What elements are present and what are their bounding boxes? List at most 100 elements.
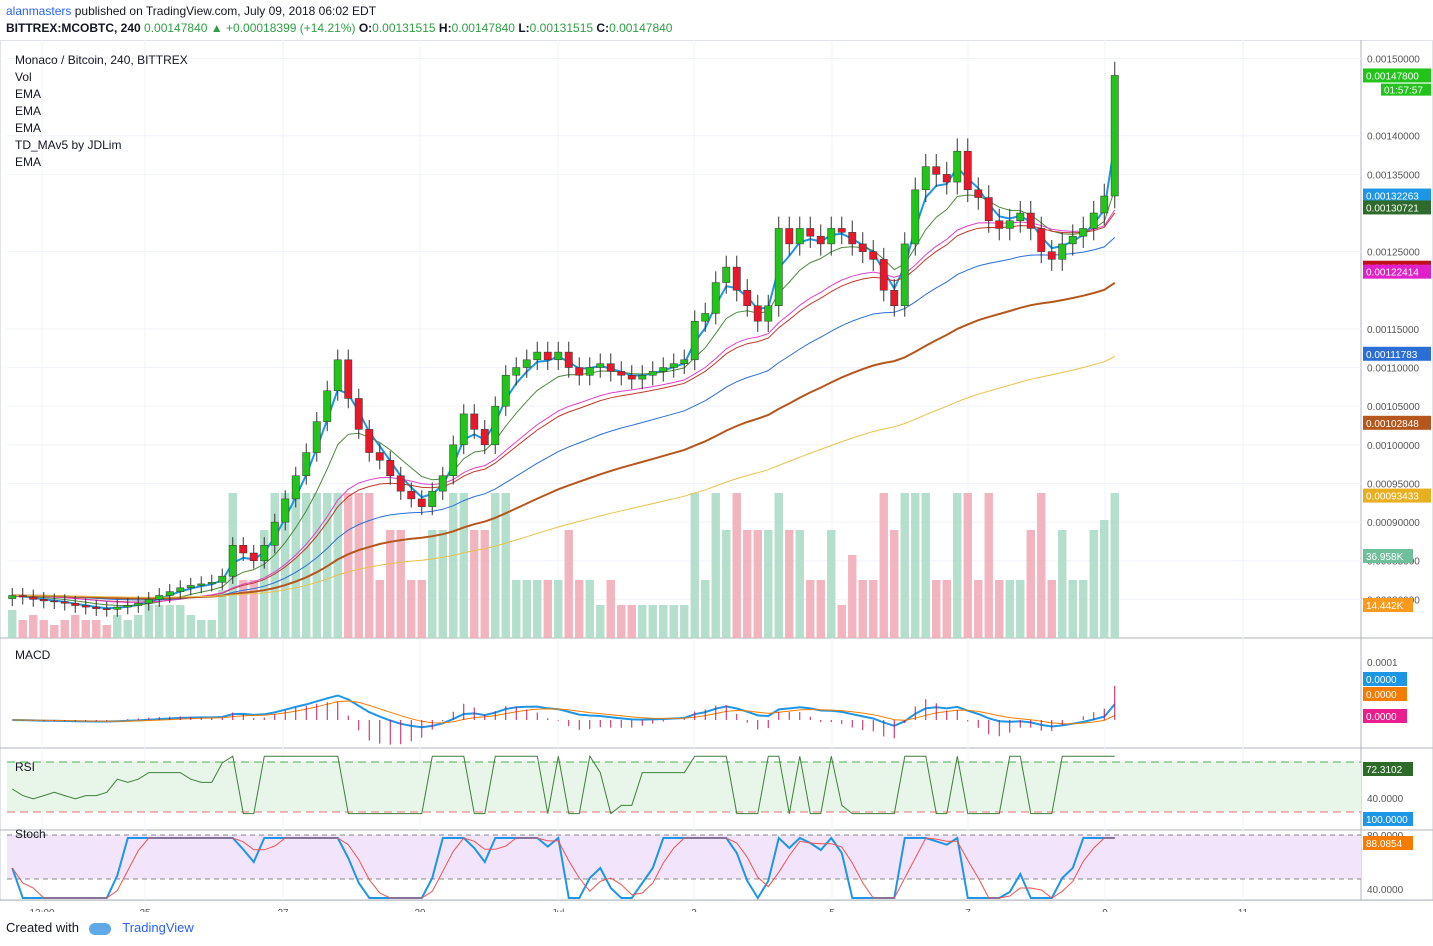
volume-bar — [354, 493, 363, 638]
candle — [680, 359, 689, 364]
rsi-tag — [1363, 762, 1413, 776]
macd-tag-label: 0.0000 — [1366, 675, 1397, 686]
candle — [827, 228, 836, 245]
volume-bar — [974, 580, 983, 638]
volume-bar — [774, 493, 783, 638]
price-tag — [1363, 415, 1431, 430]
volume-bar — [911, 493, 920, 638]
low-value: 0.00131515 — [529, 21, 594, 35]
rsi-y-tick: 40.0000 — [1367, 794, 1404, 805]
x-tick-label: 9 — [1102, 908, 1108, 912]
volume-bar — [270, 493, 279, 638]
candle — [638, 375, 647, 380]
candle — [344, 359, 353, 399]
price-chart[interactable]: 0.00150000 0.00140000 0.00135000 0.00125000… — [0, 40, 1433, 912]
volume-bar — [638, 605, 647, 638]
macd-tag — [1363, 709, 1407, 723]
ema-line — [12, 281, 1116, 600]
volume-bar — [879, 493, 888, 638]
candle — [134, 602, 143, 606]
candle — [585, 367, 594, 376]
volume-bar — [627, 605, 636, 638]
candle — [165, 591, 174, 596]
volume-bar — [585, 580, 594, 638]
candle — [207, 582, 216, 585]
volume-bar — [218, 590, 227, 638]
volume-bar — [144, 605, 153, 638]
candle — [302, 452, 311, 476]
candle — [732, 266, 741, 291]
symbol: BITTREX:MCOBTC, 240 — [6, 21, 141, 35]
author-link[interactable]: alanmasters — [6, 4, 72, 18]
volume-bar — [29, 615, 38, 638]
volume-bar — [942, 580, 951, 638]
legend-vol[interactable]: Vol — [15, 70, 32, 84]
macd-y-tick: 0.0001 — [1367, 658, 1398, 669]
legend-ema-3[interactable]: EMA — [15, 121, 42, 135]
tradingview-link[interactable]: TradingView — [122, 920, 194, 935]
volume-bar — [281, 493, 290, 638]
candle — [438, 475, 447, 492]
price-tag — [1363, 188, 1431, 203]
candle — [533, 351, 542, 361]
candle — [270, 521, 279, 546]
candle — [39, 599, 48, 602]
volume-bar — [564, 530, 573, 638]
candle — [869, 251, 878, 260]
y-tick-label: 0.00135000 — [1367, 170, 1420, 181]
rsi-label: RSI — [15, 760, 36, 774]
volume-bar — [1110, 493, 1119, 638]
candle — [764, 305, 773, 322]
volume-bar — [375, 580, 384, 638]
candle — [575, 367, 584, 376]
candle — [522, 359, 531, 368]
volume-bar — [165, 605, 174, 638]
candle — [858, 243, 867, 252]
price-tag-label: 0.00147800 — [1366, 71, 1419, 82]
legend-ema-1[interactable]: EMA — [15, 87, 42, 101]
volume-bar — [417, 580, 426, 638]
volume-tag-label: 36.958K — [1366, 552, 1404, 563]
y-tick-label: 0.00090000 — [1367, 518, 1420, 529]
volume-bar — [1089, 530, 1098, 638]
candle — [953, 150, 962, 183]
candle — [911, 189, 920, 245]
legend-ema-4[interactable]: EMA — [15, 155, 42, 169]
volume-bar — [459, 493, 468, 638]
x-tick-label: 3 — [691, 908, 697, 912]
legend-td-mav5[interactable]: TD_MAv5 by JDLim — [15, 138, 122, 152]
candle — [627, 375, 636, 380]
stoch-band — [7, 835, 1361, 879]
y-tick-label: 0.00140000 — [1367, 132, 1420, 143]
volume-bar — [333, 493, 342, 638]
volume-bar — [743, 530, 752, 638]
volume-bar — [501, 493, 510, 638]
volume-bar — [1079, 580, 1088, 638]
volume-bar — [764, 530, 773, 638]
candle — [711, 282, 720, 314]
volume-bar — [71, 615, 80, 638]
candle — [323, 390, 332, 422]
volume-bar — [386, 530, 395, 638]
candle — [386, 460, 395, 476]
candle — [428, 490, 437, 507]
candle — [176, 587, 185, 592]
volume-bar — [680, 605, 689, 638]
x-tick-label: 25 — [139, 908, 151, 912]
candle — [228, 545, 237, 577]
volume-bar — [701, 580, 710, 638]
candle — [197, 583, 206, 586]
candle — [365, 429, 374, 453]
volume-bar — [1005, 580, 1014, 638]
volume-bar — [596, 605, 605, 638]
volume-bar — [554, 580, 563, 638]
candle — [291, 475, 300, 500]
legend-ema-2[interactable]: EMA — [15, 104, 42, 118]
change: +0.00018399 (+14.21%) — [226, 21, 356, 35]
candle — [1058, 243, 1067, 260]
volume-bar — [732, 493, 741, 638]
x-tick-label: Jul — [552, 908, 565, 912]
publish-info: published on TradingView.com, July 09, 2… — [74, 4, 377, 18]
candle — [806, 228, 815, 237]
candle — [743, 290, 752, 306]
